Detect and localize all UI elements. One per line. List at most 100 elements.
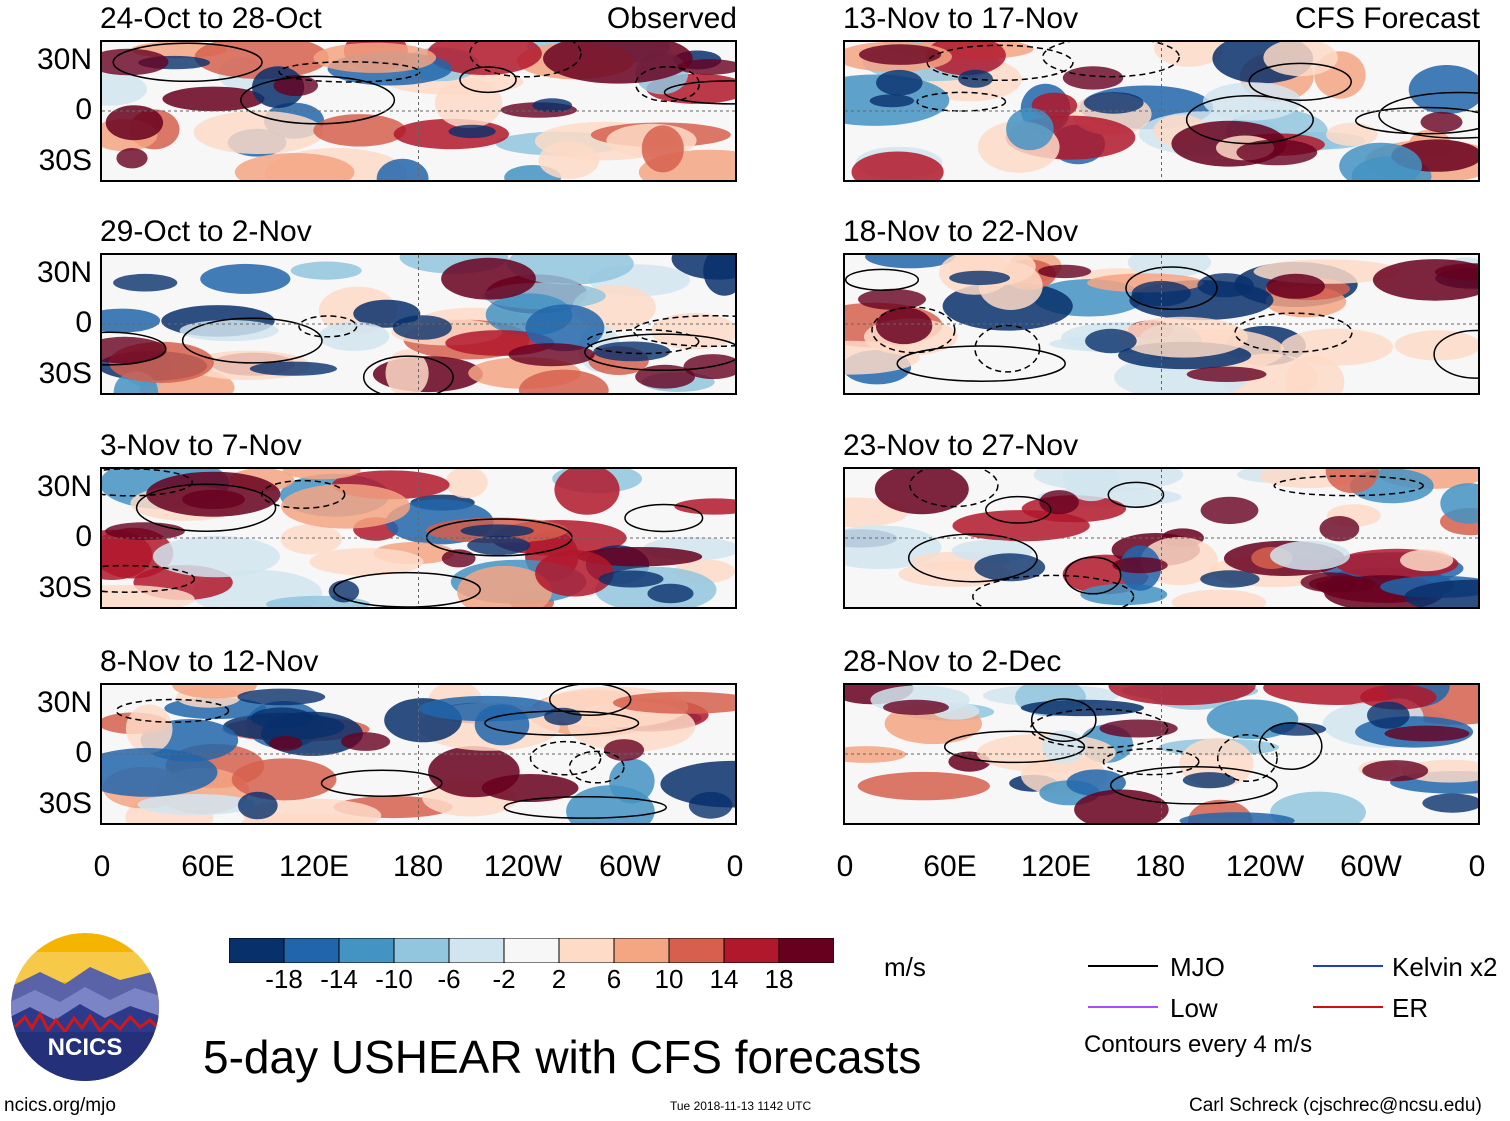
shear-anomaly-blob [162, 86, 265, 112]
shear-anomaly-blob [1404, 579, 1478, 607]
shear-core-blob [858, 288, 926, 310]
shear-anomaly-blob [193, 110, 324, 154]
shear-anomaly-blob [445, 469, 488, 499]
footer-timestamp: Tue 2018-11-13 1142 UTC [670, 1099, 812, 1113]
shear-core-blob [116, 148, 148, 169]
shear-anomaly-blob [172, 685, 257, 699]
shear-anomaly-blob [845, 340, 920, 375]
mjo-contour [115, 698, 230, 723]
shear-anomaly-blob [441, 257, 536, 300]
heatmap-panel [843, 253, 1480, 395]
main-title: 5-day USHEAR with CFS forecasts [203, 1031, 922, 1083]
shear-core-blob [1200, 570, 1260, 588]
shear-core-blob [113, 273, 178, 292]
mjo-contour [916, 91, 1007, 112]
colorbar-swatch [613, 937, 670, 964]
shear-anomaly-blob [1400, 549, 1454, 572]
shear-core-blob [883, 699, 949, 715]
shear-core-blob [460, 524, 534, 538]
colorbar-tick-label: -14 [320, 964, 358, 994]
shear-anomaly-blob [481, 774, 579, 802]
x-tick-label: 0 [1468, 850, 1486, 883]
panel-title: 3-Nov to 7-Nov [100, 429, 302, 462]
shear-anomaly-blob [231, 758, 337, 801]
mjo-contour [974, 324, 1041, 373]
mjo-contour [1102, 748, 1200, 776]
mjo-contour [425, 518, 573, 557]
colorbar-tick-label: 2 [551, 964, 567, 994]
shear-anomaly-blob [125, 704, 173, 754]
footer-right: Carl Schreck (cjschrec@ncsu.edu) [1189, 1095, 1482, 1116]
mjo-contour [1030, 698, 1097, 742]
mjo-contour [943, 730, 1086, 764]
heatmap-panel [100, 253, 737, 395]
shear-anomaly-blob [535, 550, 614, 597]
shear-anomaly-blob [671, 255, 735, 280]
heatmap-panel [100, 40, 737, 182]
mjo-contour [632, 314, 735, 348]
shear-core-blob [869, 94, 915, 108]
column-tag: Observed [606, 2, 737, 35]
colorbar-swatch [338, 937, 395, 964]
mjo-contour [112, 42, 263, 83]
shear-anomaly-blob [641, 125, 684, 173]
x-tick-label: 0 [836, 850, 854, 883]
shear-anomaly-blob [282, 469, 361, 480]
mjo-contour [584, 333, 735, 372]
mjo-contour [135, 483, 277, 532]
shear-anomaly-blob [200, 263, 291, 294]
shear-anomaly-blob [309, 548, 424, 576]
shear-anomaly-blob [102, 748, 218, 797]
shear-core-blob [508, 343, 595, 367]
mjo-contour [484, 710, 640, 736]
shear-core-blob [1422, 793, 1478, 813]
panel-title: 24-Oct to 28-Oct [100, 2, 322, 35]
legend-label-low: Low [1170, 993, 1218, 1023]
mjo-contour [278, 61, 421, 83]
shear-anomaly-blob [875, 307, 933, 345]
mjo-contour [333, 571, 481, 607]
colorbar-swatch [393, 937, 450, 964]
shear-anomaly-blob [427, 42, 542, 75]
colorbar-tick-label: -6 [437, 964, 461, 994]
y-tick-label: 0 [75, 93, 92, 126]
colorbar-tick-label: 6 [606, 964, 622, 994]
shear-anomaly-blob [1325, 469, 1379, 494]
mjo-contour [845, 268, 920, 291]
shear-anomaly-blob [1263, 42, 1338, 77]
ncics-logo: NCICS [10, 932, 160, 1082]
x-tick-label: 60E [923, 850, 977, 883]
mjo-contour [1107, 481, 1165, 508]
mjo-contour [529, 740, 602, 776]
shear-anomaly-blob [281, 484, 411, 529]
shear-core-blob [1200, 496, 1259, 525]
mjo-contour [896, 345, 1066, 382]
x-tick-label: 180 [392, 850, 444, 883]
shear-anomaly-blob [1408, 65, 1478, 114]
shear-core-blob [250, 707, 313, 729]
shear-core-blob [237, 791, 278, 820]
shear-anomaly-blob [1339, 142, 1422, 180]
x-tick-label: 0 [726, 850, 744, 883]
mjo-contour [1433, 329, 1478, 379]
shear-anomaly-blob [612, 691, 735, 714]
y-tick-label: 30S [38, 144, 92, 177]
legend-label-kelvin: Kelvin x2 [1392, 952, 1498, 982]
shear-anomaly-blob [1006, 107, 1054, 151]
shear-core-blob [237, 688, 326, 706]
shear-anomaly-blob [234, 153, 355, 180]
shear-core-blob [1308, 575, 1376, 593]
mjo-contour [985, 495, 1052, 524]
panel-title: 23-Nov to 27-Nov [843, 429, 1079, 462]
shear-core-blob [1112, 557, 1168, 574]
y-tick-label: 30N [36, 256, 92, 289]
shear-core-blob [876, 69, 923, 96]
panel-title: 8-Nov to 12-Nov [100, 645, 319, 678]
shear-anomaly-blob [857, 771, 990, 801]
contour-note: Contours every 4 m/s [1084, 1031, 1313, 1058]
footer-left[interactable]: ncics.org/mjo [4, 1095, 116, 1116]
shear-core-blob [1384, 725, 1470, 742]
mjo-contour [926, 44, 1074, 82]
mjo-contour [907, 533, 1038, 583]
shear-anomaly-blob [674, 498, 735, 515]
